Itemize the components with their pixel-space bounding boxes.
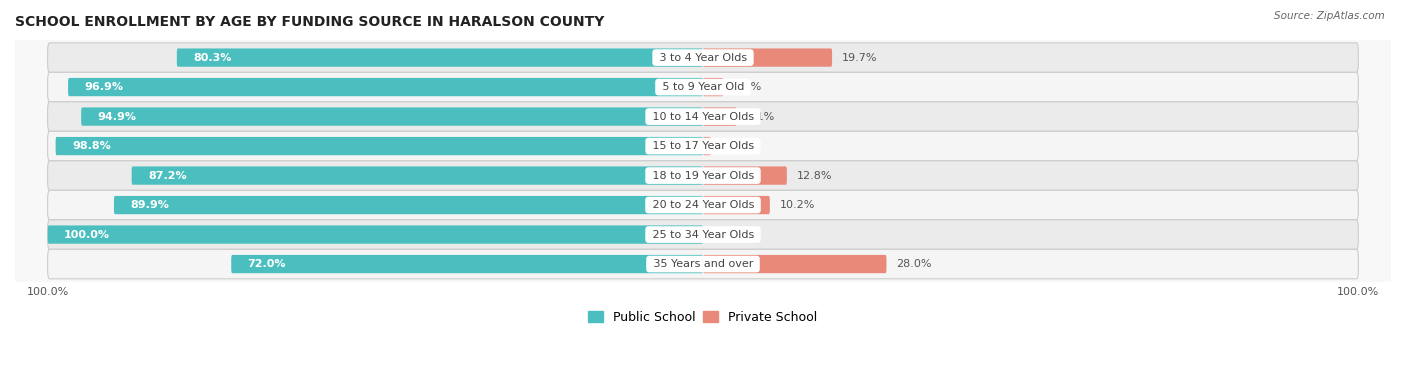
Text: 3.1%: 3.1% <box>733 82 762 92</box>
Text: 5.1%: 5.1% <box>747 112 775 121</box>
FancyBboxPatch shape <box>703 48 832 67</box>
Text: 0.0%: 0.0% <box>713 230 741 239</box>
FancyBboxPatch shape <box>703 255 886 273</box>
FancyBboxPatch shape <box>703 137 711 155</box>
Text: 18 to 19 Year Olds: 18 to 19 Year Olds <box>648 170 758 181</box>
FancyBboxPatch shape <box>703 196 770 214</box>
Text: 25 to 34 Year Olds: 25 to 34 Year Olds <box>648 230 758 239</box>
FancyBboxPatch shape <box>48 220 1358 249</box>
FancyBboxPatch shape <box>48 131 1358 161</box>
FancyBboxPatch shape <box>48 43 1358 72</box>
FancyBboxPatch shape <box>67 78 703 96</box>
FancyBboxPatch shape <box>82 107 703 126</box>
Text: 96.9%: 96.9% <box>84 82 124 92</box>
Text: 15 to 17 Year Olds: 15 to 17 Year Olds <box>648 141 758 151</box>
Text: 10.2%: 10.2% <box>780 200 815 210</box>
FancyBboxPatch shape <box>48 102 1358 131</box>
Text: 72.0%: 72.0% <box>247 259 285 269</box>
Text: 35 Years and over: 35 Years and over <box>650 259 756 269</box>
FancyBboxPatch shape <box>231 255 703 273</box>
Text: 87.2%: 87.2% <box>148 170 187 181</box>
Text: SCHOOL ENROLLMENT BY AGE BY FUNDING SOURCE IN HARALSON COUNTY: SCHOOL ENROLLMENT BY AGE BY FUNDING SOUR… <box>15 15 605 29</box>
Legend: Public School, Private School: Public School, Private School <box>583 306 823 329</box>
Text: 100.0%: 100.0% <box>65 230 110 239</box>
FancyBboxPatch shape <box>177 48 703 67</box>
Text: 5 to 9 Year Old: 5 to 9 Year Old <box>658 82 748 92</box>
Text: Source: ZipAtlas.com: Source: ZipAtlas.com <box>1274 11 1385 21</box>
Text: 20 to 24 Year Olds: 20 to 24 Year Olds <box>648 200 758 210</box>
FancyBboxPatch shape <box>48 72 1358 102</box>
Text: 89.9%: 89.9% <box>131 200 169 210</box>
FancyBboxPatch shape <box>48 161 1358 190</box>
FancyBboxPatch shape <box>703 107 737 126</box>
FancyBboxPatch shape <box>703 78 723 96</box>
FancyBboxPatch shape <box>114 196 703 214</box>
Text: 1.2%: 1.2% <box>721 141 749 151</box>
Text: 12.8%: 12.8% <box>797 170 832 181</box>
FancyBboxPatch shape <box>56 137 703 155</box>
Text: 94.9%: 94.9% <box>97 112 136 121</box>
Text: 3 to 4 Year Olds: 3 to 4 Year Olds <box>655 52 751 63</box>
FancyBboxPatch shape <box>48 249 1358 279</box>
FancyBboxPatch shape <box>48 225 703 244</box>
Text: 10 to 14 Year Olds: 10 to 14 Year Olds <box>648 112 758 121</box>
FancyBboxPatch shape <box>132 166 703 185</box>
Text: 28.0%: 28.0% <box>896 259 932 269</box>
Text: 19.7%: 19.7% <box>842 52 877 63</box>
FancyBboxPatch shape <box>703 166 787 185</box>
FancyBboxPatch shape <box>48 190 1358 220</box>
Text: 98.8%: 98.8% <box>72 141 111 151</box>
Text: 80.3%: 80.3% <box>193 52 232 63</box>
